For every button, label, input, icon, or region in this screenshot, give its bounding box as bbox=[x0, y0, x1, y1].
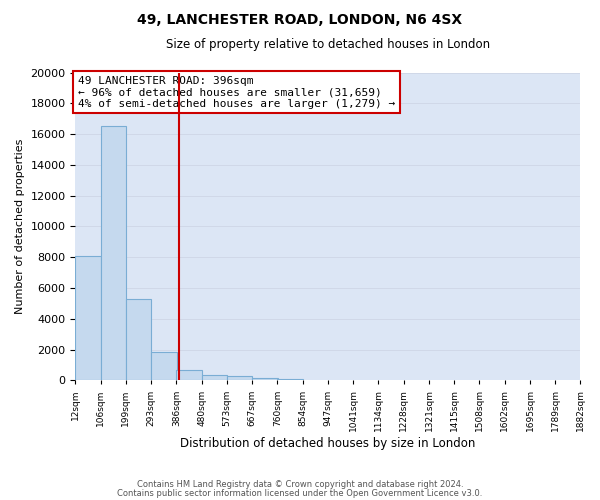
Bar bbox=[202, 375, 227, 380]
Bar bbox=[277, 379, 303, 380]
Text: 49, LANCHESTER ROAD, LONDON, N6 4SX: 49, LANCHESTER ROAD, LONDON, N6 4SX bbox=[137, 12, 463, 26]
Title: Size of property relative to detached houses in London: Size of property relative to detached ho… bbox=[166, 38, 490, 51]
Text: Contains public sector information licensed under the Open Government Licence v3: Contains public sector information licen… bbox=[118, 488, 482, 498]
Y-axis label: Number of detached properties: Number of detached properties bbox=[15, 138, 25, 314]
Text: 49 LANCHESTER ROAD: 396sqm
← 96% of detached houses are smaller (31,659)
4% of s: 49 LANCHESTER ROAD: 396sqm ← 96% of deta… bbox=[78, 76, 395, 109]
Bar bbox=[101, 126, 126, 380]
Bar bbox=[151, 352, 176, 380]
Bar bbox=[76, 256, 101, 380]
X-axis label: Distribution of detached houses by size in London: Distribution of detached houses by size … bbox=[180, 437, 476, 450]
Bar bbox=[253, 378, 278, 380]
Bar bbox=[176, 370, 202, 380]
Bar bbox=[126, 298, 151, 380]
Bar bbox=[227, 376, 253, 380]
Text: Contains HM Land Registry data © Crown copyright and database right 2024.: Contains HM Land Registry data © Crown c… bbox=[137, 480, 463, 489]
